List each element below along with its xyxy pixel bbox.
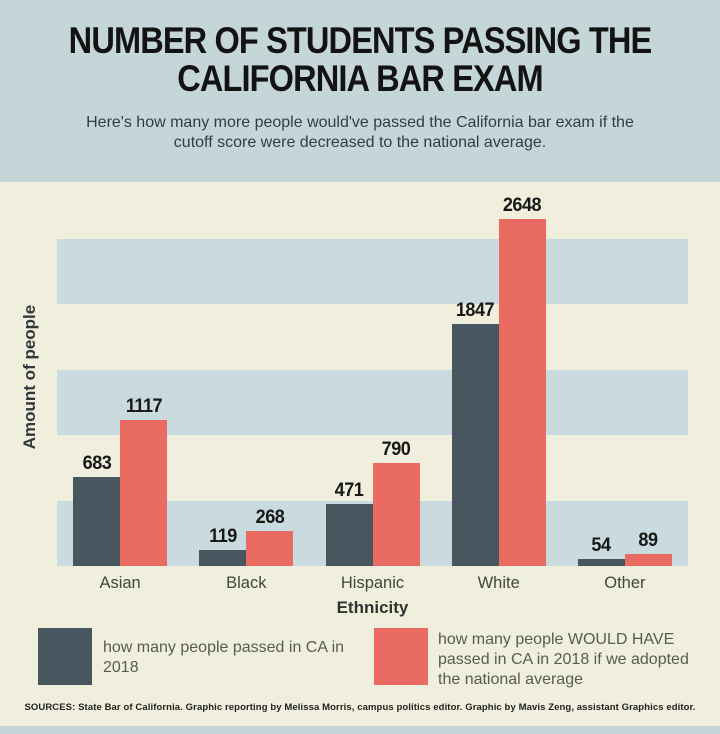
legend-label-would-have-passed: how many people WOULD HAVE passed in CA … xyxy=(438,631,689,688)
page-subtitle: Here's how many more people would've pas… xyxy=(0,113,720,153)
page-title-line-1: NUMBER OF STUDENTS PASSING THE xyxy=(68,20,653,61)
chart-panel: Amount of people 683 1117 Asian 119 268 Black… xyxy=(0,182,720,726)
bar-black-passed xyxy=(199,550,247,566)
bar-other-passed xyxy=(577,558,625,566)
bar-asian-would-have-passed xyxy=(120,419,168,566)
bar-hispanic-passed xyxy=(325,504,373,566)
value-label-black-passed: 119 xyxy=(208,526,237,548)
bar-chart-plot-area: 683 1117 Asian 119 268 Black 471 790 Hispanic 184… xyxy=(57,182,688,592)
bar-hispanic-would-have-passed xyxy=(372,462,420,566)
legend-swatch-passed xyxy=(38,628,92,685)
bar-other-would-have-passed xyxy=(624,554,672,566)
value-label-white-would-have-passed: 2648 xyxy=(503,195,542,217)
sources-credit-line: SOURCES: State Bar of California. Graphi… xyxy=(24,702,696,713)
category-label-black: Black xyxy=(226,574,267,592)
category-label-hispanic: Hispanic xyxy=(340,574,405,592)
bar-black-would-have-passed xyxy=(246,530,294,566)
page-title: NUMBER OF STUDENTS PASSING THE CALIFORNI… xyxy=(43,22,677,98)
bar-asian-passed xyxy=(73,476,121,566)
value-label-asian-passed: 683 xyxy=(82,452,111,474)
legend-swatch-would-have-passed xyxy=(374,628,428,685)
header: NUMBER OF STUDENTS PASSING THE CALIFORNI… xyxy=(0,0,720,182)
bar-white-passed xyxy=(451,324,499,566)
page-subtitle-line-2: cutoff score were decreased to the natio… xyxy=(173,134,547,151)
value-label-hispanic-would-have-passed: 790 xyxy=(381,438,411,460)
category-label-asian: Asian xyxy=(99,574,141,592)
bar-white-would-have-passed xyxy=(498,219,546,566)
legend-label-passed: how many people passed in CA in 2018 xyxy=(103,639,345,676)
value-label-white-passed: 1847 xyxy=(456,300,495,322)
category-label-white: White xyxy=(477,574,520,592)
value-label-asian-would-have-passed: 1117 xyxy=(125,395,162,417)
value-label-hispanic-passed: 471 xyxy=(334,480,364,502)
y-axis-label: Amount of people xyxy=(20,304,39,450)
x-axis-label: Ethnicity xyxy=(336,598,409,617)
page-subtitle-line-1: Here's how many more people would've pas… xyxy=(86,114,634,131)
value-label-other-passed: 54 xyxy=(591,534,612,556)
page-title-line-2: CALIFORNIA BAR EXAM xyxy=(177,58,543,99)
value-label-other-would-have-passed: 89 xyxy=(638,530,659,552)
value-label-black-would-have-passed: 268 xyxy=(255,506,285,528)
category-label-other: Other xyxy=(604,574,646,592)
grid-band xyxy=(57,238,688,304)
